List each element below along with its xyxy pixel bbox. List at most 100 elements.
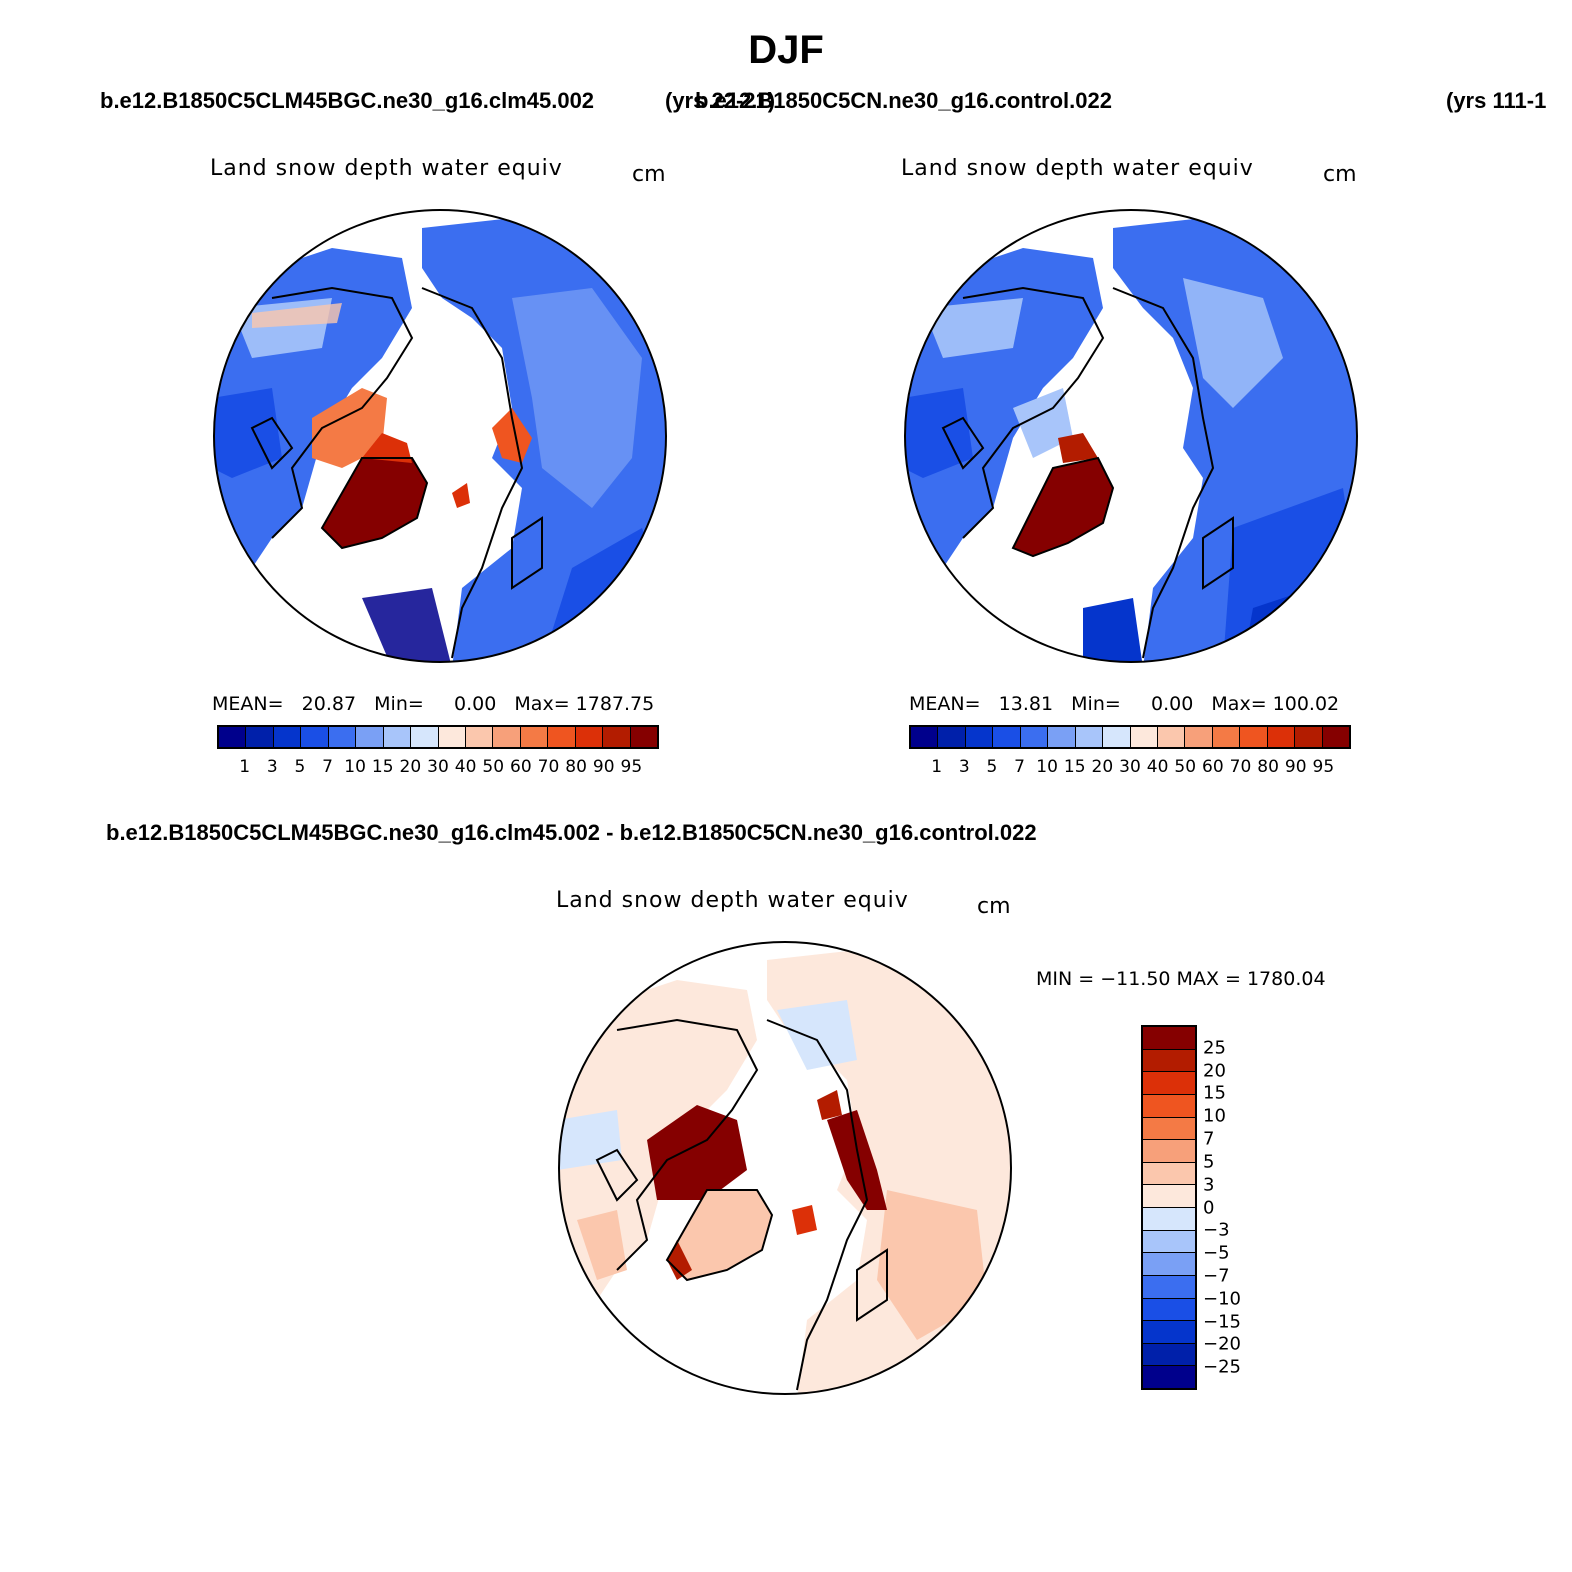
coastline-na xyxy=(616,1018,759,1271)
colorbar-tick-label: 5 xyxy=(1203,1151,1215,1173)
panel1-units: cm xyxy=(632,162,666,187)
greenland-edge xyxy=(1058,433,1098,463)
colorbar-tick-label: 95 xyxy=(1312,757,1335,777)
archipelago-dark-red xyxy=(647,1105,747,1200)
colorbar-tick-label: 1 xyxy=(931,757,943,777)
case1-name: b.e12.B1850C5CLM45BGC.ne30_g16.clm45.002 xyxy=(100,88,595,113)
colorbar-tick-label: −15 xyxy=(1203,1311,1241,1333)
colorbar-tick-label: −25 xyxy=(1203,1356,1241,1378)
colorbar-segment xyxy=(465,727,494,747)
na-deep-band xyxy=(214,388,282,478)
colorbar-segment xyxy=(1103,727,1131,747)
colorbar-segment xyxy=(1240,727,1268,747)
colorbar-segment xyxy=(1143,1321,1195,1344)
eurasia-warm-patches xyxy=(877,1190,987,1340)
coastline-scandinavia xyxy=(1202,516,1234,590)
colorbar-tick-label: 50 xyxy=(482,757,505,777)
colorbar-tick-label: −5 xyxy=(1203,1242,1230,1264)
colorbar-segment xyxy=(1143,1208,1195,1231)
na-southern-blue xyxy=(1083,598,1143,662)
colorbar-tick-label: −7 xyxy=(1203,1265,1230,1287)
colorbar-tick-label: 7 xyxy=(1014,757,1025,777)
colorbar-segment xyxy=(1143,1253,1195,1276)
colorbar-segment xyxy=(1143,1072,1195,1095)
colorbar-segment xyxy=(1322,727,1349,747)
colorbar-tick-label: 60 xyxy=(510,757,532,777)
na-southern-blue xyxy=(362,588,452,662)
colorbar-tick-label: 90 xyxy=(592,757,615,777)
colorbar-segment xyxy=(1143,1343,1195,1367)
na-cool-patch xyxy=(559,1110,622,1170)
colorbar-tick-label: −3 xyxy=(1203,1219,1230,1241)
colorbar-segment xyxy=(356,727,384,747)
colorbar-segment xyxy=(1143,1366,1195,1388)
colorbar-tick-label: 20 xyxy=(399,757,422,777)
archipelago-red xyxy=(312,388,387,468)
panel3-stats: MIN = −11.50 MAX = 1780.04 xyxy=(1036,968,1326,990)
colorbar-tick-label: 25 xyxy=(1203,1037,1226,1059)
colorbar-tick-label: 3 xyxy=(1203,1174,1215,1196)
colorbar-segment xyxy=(1130,727,1158,747)
panel2-colorbar-labels: 1 3 5 7 10 15 20 30 40 50 60 70 80 90 95 xyxy=(909,757,1351,779)
colorbar-tick-label: 40 xyxy=(1146,757,1169,777)
colorbar-segment xyxy=(548,727,576,747)
colorbar-segment xyxy=(1143,1185,1195,1208)
coastline-hudson xyxy=(941,416,985,470)
colorbar-tick-label: 3 xyxy=(958,757,970,777)
panel1-polar-map xyxy=(213,209,667,663)
coastline-scandinavia xyxy=(511,516,543,590)
colorbar-tick-label: 7 xyxy=(1203,1128,1215,1150)
colorbar-tick-label: 15 xyxy=(1203,1082,1226,1104)
panel3-colorbar-labels: 25 20 15 10 7 5 3 0 −3 −5 −7 −10 −15 −20 −25 xyxy=(1203,1025,1263,1390)
colorbar-segment xyxy=(1143,1140,1195,1163)
colorbar-tick-label: 70 xyxy=(1229,757,1252,777)
colorbar-tick-label: 30 xyxy=(1119,757,1141,777)
panel3-polar-map xyxy=(558,941,1012,1395)
colorbar-tick-label: 7 xyxy=(322,757,333,777)
colorbar-segment xyxy=(1157,727,1186,747)
colorbar-segment xyxy=(1212,727,1241,747)
colorbar-segment xyxy=(301,727,329,747)
na-deep-band xyxy=(905,388,973,478)
colorbar-tick-label: 60 xyxy=(1202,757,1224,777)
coastline-eurasia xyxy=(1112,287,1215,659)
panel1-colorbar xyxy=(217,725,659,749)
eurasia-light-band xyxy=(1183,278,1283,408)
colorbar-tick-label: 80 xyxy=(1257,757,1279,777)
colorbar-segment xyxy=(911,727,939,747)
panel1-title: Land snow depth water equiv xyxy=(210,156,563,181)
colorbar-segment xyxy=(438,727,466,747)
colorbar-tick-label: −20 xyxy=(1203,1333,1241,1355)
panel3-units: cm xyxy=(977,894,1011,919)
coastline-scandinavia xyxy=(856,1248,888,1322)
colorbar-segment xyxy=(1075,727,1104,747)
panel2-units: cm xyxy=(1323,162,1357,187)
diff-title: b.e12.B1850C5CLM45BGC.ne30_g16.clm45.002… xyxy=(106,820,1037,845)
case2-years: (yrs 111-1 xyxy=(1446,88,1547,113)
case1-years: (yrs 22-21) xyxy=(665,88,776,113)
colorbar-tick-label: 5 xyxy=(986,757,998,777)
colorbar-tick-label: 10 xyxy=(344,757,366,777)
panel2-title: Land snow depth water equiv xyxy=(901,156,1254,181)
colorbar-tick-label: 50 xyxy=(1174,757,1197,777)
colorbar-tick-label: 20 xyxy=(1091,757,1114,777)
colorbar-segment xyxy=(1143,1027,1195,1050)
na-warm-patch xyxy=(577,1210,627,1280)
svalbard-dark-red xyxy=(827,1110,887,1210)
colorbar-segment xyxy=(993,727,1021,747)
greenland-dark-red xyxy=(322,458,427,548)
colorbar-tick-label: 30 xyxy=(427,757,449,777)
novaya-red xyxy=(452,483,470,508)
colorbar-segment xyxy=(1185,727,1213,747)
colorbar-segment xyxy=(246,727,274,747)
na-light-band xyxy=(923,298,1023,358)
figure-title: DJF xyxy=(748,28,824,72)
colorbar-segment xyxy=(219,727,247,747)
colorbar-segment xyxy=(383,727,412,747)
coastline-greenland xyxy=(665,1189,774,1282)
colorbar-segment xyxy=(328,727,357,747)
archipelago-light xyxy=(1013,388,1073,458)
panel2-polar-map xyxy=(904,209,1358,663)
colorbar-segment xyxy=(965,727,994,747)
colorbar-segment xyxy=(938,727,966,747)
